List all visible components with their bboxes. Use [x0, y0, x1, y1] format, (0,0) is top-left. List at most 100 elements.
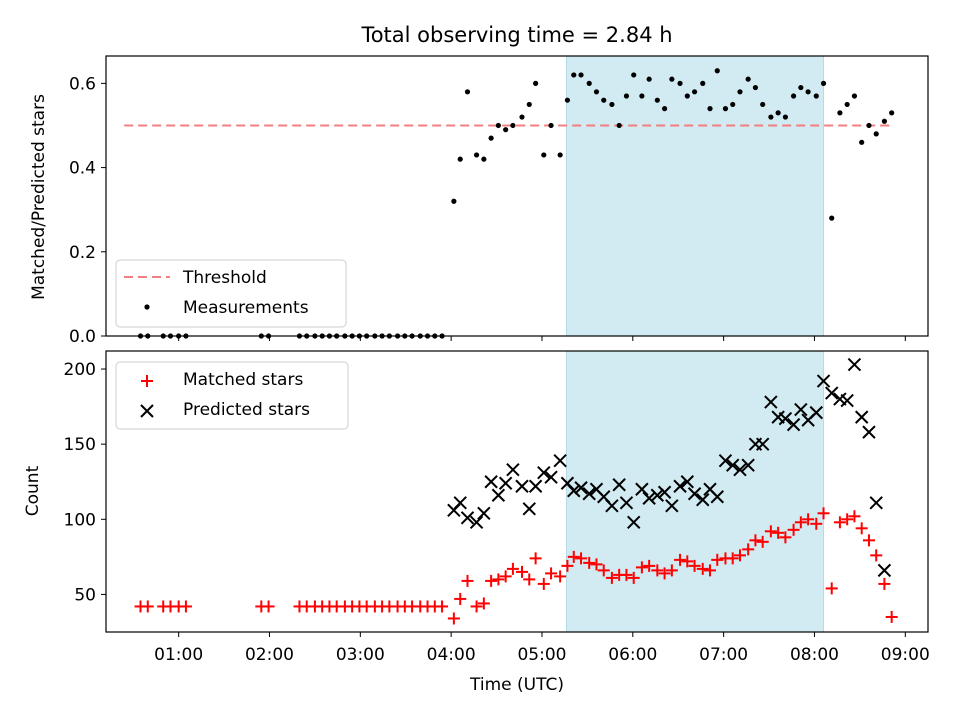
measurement-point — [578, 72, 584, 78]
predicted-point — [733, 463, 747, 477]
predicted-points — [447, 357, 892, 578]
matched-point — [436, 600, 449, 613]
matched-point — [515, 565, 528, 578]
x-axis-label: Time (UTC) — [469, 675, 564, 695]
matched-point — [817, 507, 830, 520]
matched-point — [862, 534, 875, 547]
measurement-point — [752, 84, 759, 91]
predicted-point — [657, 485, 672, 499]
predicted-point — [755, 437, 770, 451]
legend-matched-label: Matched stars — [183, 370, 303, 390]
matched-point — [477, 597, 490, 610]
matched-point — [651, 564, 664, 577]
x-tick-label: 02:00 — [245, 645, 294, 665]
matched-point — [833, 516, 846, 529]
predicted-point — [469, 515, 484, 530]
matched-point — [855, 522, 868, 535]
bottom-panel: 50 100 150 200 01:00 02:00 03:00 04:00 05:00 06:… — [23, 350, 930, 695]
measurement-point — [851, 93, 858, 99]
matched-point — [772, 526, 785, 539]
predicted-point — [498, 476, 513, 490]
measurement-point — [654, 97, 660, 103]
top-axes-frame — [105, 55, 929, 337]
measurement-point — [730, 101, 736, 108]
matched-point — [787, 523, 800, 536]
matched-point — [561, 559, 574, 572]
matched-point — [554, 570, 567, 583]
measurement-point — [473, 152, 480, 158]
measurement-point — [760, 101, 766, 108]
predicted-point — [627, 515, 641, 530]
measurement-point — [722, 106, 729, 112]
predicted-point — [642, 491, 656, 505]
matched-point — [583, 556, 596, 569]
bottom-x-ticks: 01:00 02:00 03:00 04:00 05:00 06:00 07:00 08:00… — [154, 632, 930, 665]
predicted-point — [869, 496, 883, 510]
matched-point — [461, 574, 474, 587]
matched-point — [810, 517, 823, 530]
matched-point — [635, 561, 648, 574]
measurement-point — [533, 80, 539, 86]
matched-point — [658, 567, 671, 580]
predicted-point — [680, 475, 695, 489]
measurement-point — [646, 76, 652, 82]
predicted-point — [862, 425, 876, 439]
matched-point — [499, 570, 512, 583]
measurement-point — [768, 114, 774, 120]
measurement-point — [881, 118, 888, 124]
matched-point — [523, 573, 536, 586]
measurement-point — [616, 122, 622, 129]
measurement-point — [526, 101, 532, 108]
predicted-point — [710, 490, 724, 504]
predicted-point — [574, 481, 588, 495]
legend-threshold-label: Threshold — [182, 268, 267, 288]
predicted-point — [491, 488, 506, 502]
measurement-point — [639, 93, 645, 99]
predicted-point — [484, 475, 498, 489]
measurement-point — [601, 97, 607, 103]
top-legend: Threshold Measurements — [115, 259, 347, 328]
measurement-point — [510, 122, 516, 129]
predicted-point — [786, 417, 801, 432]
measurement-point — [798, 84, 804, 91]
measurement-point — [775, 110, 781, 116]
matched-point — [529, 552, 542, 565]
bottom-legend-box — [115, 361, 349, 430]
measurement-point — [609, 101, 615, 108]
matched-point — [492, 573, 505, 586]
predicted-point — [847, 357, 862, 372]
top-y-axis-label: Matched/Predicted stars — [29, 94, 49, 300]
bottom-y-axis-label: Count — [23, 465, 43, 516]
predicted-point — [816, 374, 831, 388]
legend-predicted-label: Predicted stars — [183, 400, 310, 420]
measurement-point — [503, 127, 509, 133]
matched-point — [447, 612, 460, 625]
measurement-point — [873, 131, 879, 137]
measurement-point — [541, 152, 547, 158]
measurement-point — [844, 101, 850, 108]
matched-point — [733, 549, 746, 562]
predicted-point — [453, 496, 467, 510]
predicted-point — [741, 458, 755, 472]
matched-point — [627, 571, 640, 584]
legend-measurements-swatch — [144, 304, 150, 310]
matched-point — [696, 562, 709, 575]
bottom-y-ticks: 50 100 150 200 — [64, 360, 106, 605]
matched-point — [726, 552, 739, 565]
matched-point — [262, 600, 275, 613]
measurement-point — [889, 110, 895, 116]
measurement-point — [631, 72, 637, 78]
measurement-point — [519, 114, 525, 120]
measurement-point — [557, 152, 563, 158]
matched-point — [878, 577, 891, 590]
x-tick-label: 01:00 — [154, 645, 203, 665]
measurement-point — [737, 89, 743, 95]
x-tick-label: 07:00 — [699, 645, 748, 665]
matched-point — [764, 525, 777, 538]
measurement-point — [714, 68, 720, 74]
matched-point — [470, 600, 483, 613]
measurement-point — [548, 122, 554, 129]
measurement-point — [782, 114, 788, 120]
measurement-point — [571, 72, 577, 78]
